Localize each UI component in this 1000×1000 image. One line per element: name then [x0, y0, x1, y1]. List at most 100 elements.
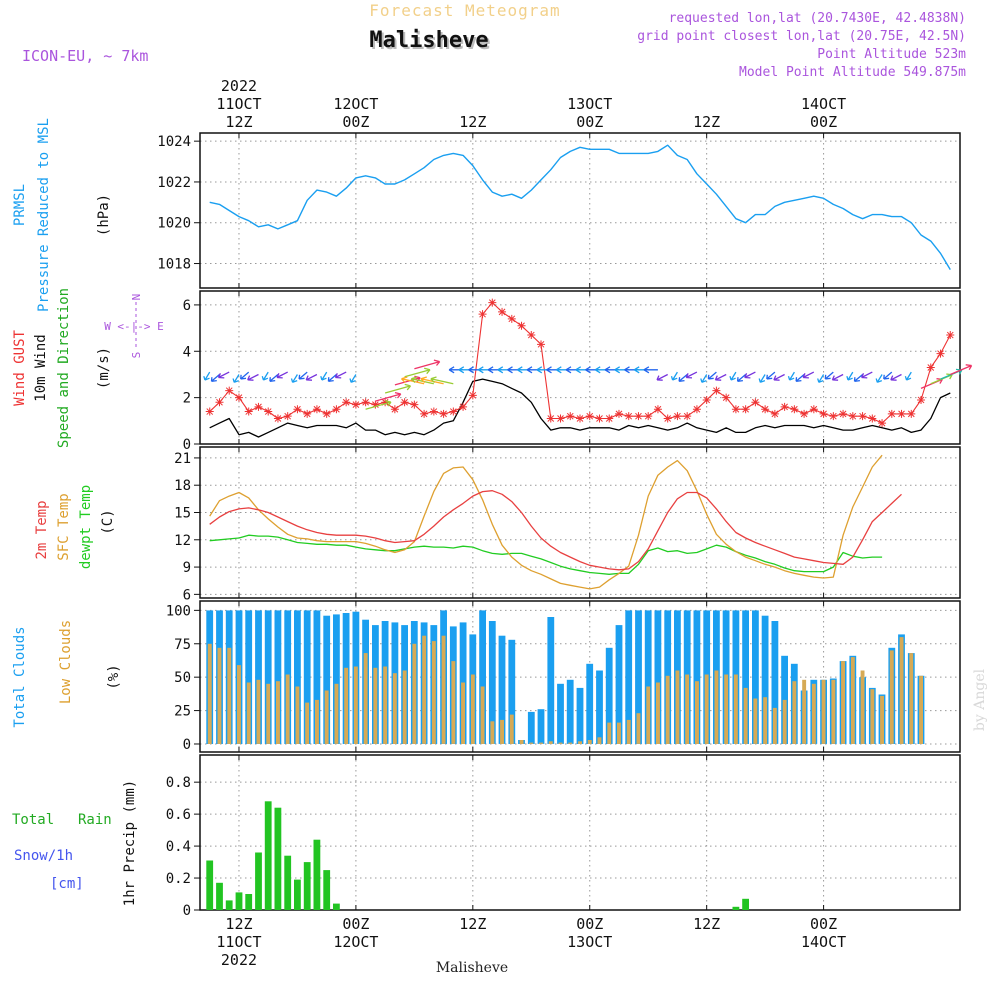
low-cloud-bar	[246, 682, 251, 744]
y-tick-label: 100	[166, 603, 191, 619]
wind-direction-arrow	[736, 374, 747, 382]
wind-gust-marker	[926, 363, 935, 372]
wind-gust-marker	[429, 407, 438, 416]
low-clouds-label: Low Clouds	[58, 620, 74, 704]
location-title-shadow: Malisheve	[371, 30, 490, 55]
wind-gust-marker	[819, 409, 828, 418]
wind-direction-arrow	[670, 371, 678, 381]
bottom-time-label: 12Z	[225, 915, 252, 933]
low-cloud-bar	[470, 674, 475, 744]
wind-direction-arrow	[685, 371, 698, 379]
wind-direction-arrow	[795, 374, 805, 382]
total-cloud-bar	[635, 610, 642, 744]
wind-gust-marker	[264, 407, 273, 416]
wind-gust-marker	[829, 412, 838, 421]
low-cloud-bar	[324, 690, 329, 744]
wind-direction-arrow	[700, 374, 708, 383]
wind-gust-marker	[663, 414, 672, 423]
temp-dewpt-label: dewpt Temp	[78, 485, 94, 569]
low-cloud-bar	[568, 742, 573, 744]
wind-gust-marker	[420, 409, 429, 418]
low-cloud-bar	[772, 707, 777, 744]
wind-gust-marker	[907, 409, 916, 418]
low-cloud-bar	[889, 650, 894, 744]
pressure-label-msl: Pressure Reduced to MSL	[36, 118, 52, 312]
low-cloud-bar	[724, 674, 729, 744]
wind-direction-arrow	[656, 373, 668, 381]
wind-gust-marker	[858, 412, 867, 421]
rain-bar	[294, 879, 301, 910]
wind-gust-marker	[644, 412, 653, 421]
wind-direction-arrow	[758, 374, 766, 383]
low-cloud-bar	[831, 679, 836, 744]
wind-gust-marker	[342, 398, 351, 407]
surface-temp-line	[209, 454, 883, 590]
pressure-line	[209, 144, 951, 270]
y-tick-label: 0	[183, 737, 191, 753]
wind-gust-marker	[400, 398, 409, 407]
wind-gust-marker	[410, 400, 419, 409]
wind-gust-marker	[878, 419, 887, 428]
wind-direction-arrow	[269, 374, 279, 382]
wind-speed-line	[209, 378, 951, 438]
total-clouds-label: Total Clouds	[12, 626, 28, 727]
total-cloud-bar	[245, 610, 253, 744]
rain-bar	[225, 900, 233, 910]
bottom-time-label: 00Z	[810, 915, 837, 933]
wind-gust-marker	[537, 340, 546, 349]
wind-gust-marker	[225, 386, 234, 395]
snow-units: [cm]	[50, 876, 84, 892]
total-cloud-bar	[479, 610, 486, 744]
wind-direction-arrow	[404, 367, 431, 378]
wind-gust-marker	[322, 409, 331, 418]
top-time-label: 12Z	[459, 113, 486, 131]
y-tick-label: 0.8	[166, 775, 191, 791]
low-cloud-bar	[285, 674, 290, 744]
low-cloud-bar	[519, 740, 524, 744]
wind-gust-marker	[303, 409, 312, 418]
low-cloud-bar	[256, 679, 261, 744]
low-cloud-bar	[870, 689, 875, 744]
wind-gust-marker	[605, 414, 614, 423]
wind-direction-arrow	[305, 373, 318, 381]
wind-direction-arrow	[247, 373, 259, 381]
bottom-time-label: 12OCT	[333, 933, 378, 951]
panel-frame	[199, 600, 961, 753]
wind-direction-arrow	[217, 371, 230, 379]
wind-gust-marker	[614, 409, 623, 418]
point-altitude: Point Altitude 523m	[817, 47, 966, 62]
wind-gust-marker	[624, 412, 633, 421]
wind-direction-arrow	[240, 371, 250, 380]
wind-gust-marker	[293, 405, 302, 414]
total-cloud-bar	[644, 610, 652, 744]
low-cloud-bar	[276, 681, 280, 744]
temp-2m-line	[209, 490, 902, 571]
total-cloud-bar	[752, 610, 759, 744]
low-cloud-bar	[558, 742, 563, 744]
low-cloud-bar	[860, 670, 865, 744]
low-cloud-bar	[373, 667, 378, 744]
low-cloud-bar	[305, 702, 310, 744]
total-cloud-bar	[654, 610, 662, 744]
total-cloud-bar	[557, 683, 564, 744]
wind-gust-marker	[527, 331, 536, 340]
y-tick-label: 18	[174, 478, 191, 494]
wind-gust-marker	[205, 407, 214, 416]
wind-direction-arrow	[802, 371, 815, 379]
watermark: by Angel	[972, 668, 988, 731]
total-cloud-bar	[625, 610, 633, 744]
wind-10m-label: 10m Wind	[33, 334, 49, 401]
wind-gust-line	[209, 302, 951, 424]
bottom-time-label: 00Z	[342, 915, 369, 933]
wind-gust-marker	[273, 414, 282, 423]
wind-speed-dir-label: Speed and Direction	[56, 288, 72, 448]
rain-bar	[303, 862, 311, 910]
low-cloud-bar	[909, 653, 914, 744]
total-cloud-bar	[586, 663, 594, 744]
total-cloud-bar	[742, 610, 749, 744]
wind-direction-arrow	[846, 371, 854, 381]
wind-gust-marker	[731, 405, 740, 414]
wind-direction-arrow	[203, 371, 211, 381]
wind-gust-marker	[381, 398, 390, 407]
